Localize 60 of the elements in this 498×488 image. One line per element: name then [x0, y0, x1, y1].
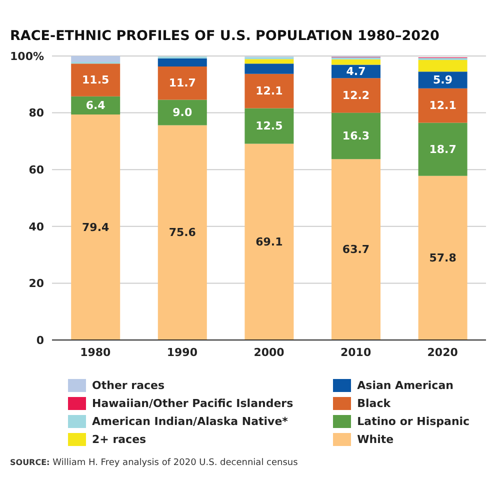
bar [158, 125, 207, 340]
x-tick-label: 1990 [166, 346, 198, 359]
y-tick-label: 80 [28, 106, 44, 120]
bar [71, 96, 120, 115]
data-label: 63.7 [342, 243, 370, 256]
x-tick-label: 1980 [80, 346, 112, 359]
data-label: 6.4 [86, 98, 106, 112]
legend-label: Black [357, 396, 391, 410]
x-tick-label: 2010 [340, 346, 372, 359]
y-tick-label: 60 [28, 164, 44, 177]
bar [71, 56, 120, 62]
bar [158, 66, 207, 100]
chart-title: RACE-ETHNIC PROFILES OF U.S. POPULATION 1980–2020 [9, 27, 440, 46]
data-label: 75.6 [168, 226, 196, 240]
x-tick-label: 2020 [427, 346, 458, 359]
data-label: 12.5 [256, 120, 283, 133]
bar [244, 74, 294, 108]
y-tick-label: 20 [28, 277, 44, 290]
data-label: 79.4 [82, 220, 110, 234]
bar [158, 100, 207, 126]
legend-label: American Indian/Alaska Native* [92, 414, 288, 428]
data-label: 12.1 [256, 84, 283, 98]
bar [418, 88, 468, 123]
text: SOURCE: William H. Frey analysis of 2020 U.S. decennial census [10, 458, 298, 468]
legend-label: Asian American [357, 378, 454, 392]
bar [418, 60, 468, 72]
bar [158, 58, 207, 67]
y-tick-label: 0 [36, 334, 44, 347]
data-label: 11.5 [82, 74, 110, 86]
bar [418, 122, 468, 176]
data-label: 12.2 [342, 88, 370, 102]
bar [418, 72, 468, 88]
bar [244, 64, 294, 74]
data-label: 5.9 [433, 74, 453, 86]
legend-label: Hawaiian/Other Pacific Islanders [92, 396, 294, 410]
bar [331, 59, 380, 65]
bar [418, 176, 468, 340]
legend-label: Other races [92, 378, 165, 392]
bar [331, 112, 380, 160]
legend-label: 2+ races [92, 432, 146, 446]
y-tick-label: 40 [28, 220, 44, 234]
x-tick-label: 2000 [254, 346, 285, 359]
bar [331, 78, 380, 113]
bar [71, 114, 120, 340]
data-label: 57.8 [429, 251, 456, 264]
bar [331, 159, 380, 340]
data-label: 4.7 [346, 64, 366, 78]
bar [244, 59, 294, 64]
data-label: 9.0 [172, 106, 192, 120]
data-label: 11.7 [168, 76, 196, 90]
data-label: 12.1 [429, 99, 456, 112]
bar [71, 64, 120, 96]
bar [244, 108, 294, 144]
data-label: 16.3 [342, 129, 370, 142]
legend-label: White [357, 432, 394, 446]
legend-label: Latino or Hispanic [357, 414, 470, 428]
y-tick-label: 100% [10, 50, 44, 63]
data-label: 69.1 [256, 235, 283, 248]
bar [244, 144, 294, 340]
data-label: 18.7 [429, 142, 456, 156]
